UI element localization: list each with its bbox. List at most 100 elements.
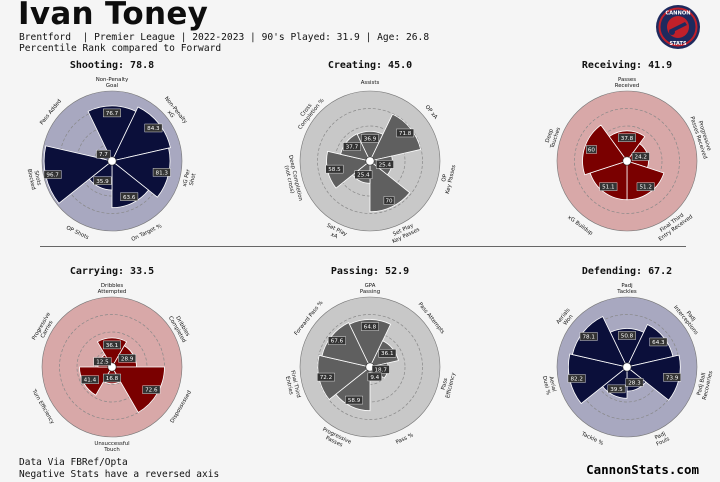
value-label: 35.9 <box>96 179 109 185</box>
chart-title: Carrying: 33.5 <box>70 265 154 277</box>
category-label-line: Padj <box>621 283 632 289</box>
category-label: OP Shots <box>65 225 90 241</box>
category-label-line: Dribbles <box>101 283 124 289</box>
cannonstats-logo: CANNON STATS <box>656 5 700 49</box>
radar-chart-1: Shooting: 78.8 76.7 84.3 81.3 63.6 35.9 96.7 7.… <box>26 59 198 243</box>
bar-wedge <box>626 354 681 401</box>
value-label: 72.2 <box>320 375 332 381</box>
category-label-line: Padj <box>654 431 667 441</box>
center-dot <box>622 362 632 372</box>
value-label: 37.7 <box>346 145 359 151</box>
value-label: 36.1 <box>381 351 394 357</box>
value-badge <box>43 170 62 179</box>
value-badge <box>120 192 139 201</box>
value-badge <box>152 168 171 177</box>
value-badge <box>317 372 335 382</box>
chart-title: Defending: 67.2 <box>582 265 672 277</box>
value-badge <box>93 357 112 366</box>
value-badge <box>618 331 636 340</box>
value-label: 24.2 <box>635 155 647 161</box>
grid-ring <box>317 108 423 214</box>
value-label: 37.8 <box>621 136 634 142</box>
value-label: 96.7 <box>46 173 59 179</box>
value-label: 36.9 <box>364 136 377 142</box>
value-label: 67.6 <box>331 339 344 345</box>
category-label-line: Duel % <box>541 375 551 395</box>
category-label-line: Unsuccessful <box>94 441 129 447</box>
value-label: 60 <box>588 147 596 153</box>
bar-wedge <box>348 319 392 368</box>
category-label-line: Assists <box>361 80 380 86</box>
radar-chart-5: Passing: 52.9 64.8 36.1 18.7 9.4 58.9 72.2 67.6… <box>284 265 457 449</box>
category-label-line: Tackle % <box>580 431 605 447</box>
value-label: 51.2 <box>639 185 651 191</box>
value-label: 7.7 <box>99 152 108 158</box>
category-label: OP xA <box>424 104 439 121</box>
grid-ring <box>591 125 663 197</box>
value-badge <box>636 182 655 191</box>
category-label-line: Shot <box>189 173 198 186</box>
value-badge <box>144 123 163 133</box>
value-badge <box>103 373 121 383</box>
value-label: 28.9 <box>121 356 134 362</box>
value-badge <box>103 340 121 350</box>
category-label-line: Pass % <box>395 432 415 446</box>
reversed-axis-note: Negative Stats have a reversed axis <box>19 469 220 480</box>
center-dot <box>365 156 375 166</box>
value-label: 51.1 <box>602 185 615 191</box>
radar-chart-6: Defending: 67.2 50.8 64.3 73.9 28.3 39.5 82.2 7… <box>541 265 715 448</box>
data-source: Data Via FBRef/Opta <box>19 457 128 468</box>
category-label-line: Touch <box>103 447 119 453</box>
category-label-line: Padj Ball <box>696 372 707 396</box>
category-label-line: Entries <box>284 376 294 396</box>
value-badge <box>142 385 161 394</box>
value-badge <box>378 349 397 358</box>
category-label-line: OP xA <box>424 104 439 121</box>
grid-ring <box>317 314 423 420</box>
radar-chart-3: Receiving: 41.9 37.8 24.2 51.2 51.1 60 PassesR… <box>545 59 712 243</box>
category-label-line: Efficiency <box>445 371 457 398</box>
value-label: 39.5 <box>610 387 623 393</box>
chart-title: Shooting: 78.8 <box>70 59 154 71</box>
value-badge <box>631 152 650 161</box>
value-badge <box>103 108 121 118</box>
value-label: 84.3 <box>147 126 160 132</box>
grid-ring <box>574 108 680 214</box>
category-label-line: Attempted <box>98 289 127 295</box>
category-label-line: xA <box>329 232 338 241</box>
category-label-line: xG Per <box>182 168 192 187</box>
player-info: Brentford | Premier League | 2022-2023 |… <box>19 32 430 43</box>
value-badge <box>599 182 618 191</box>
category-label-line: GPA <box>365 283 376 289</box>
value-label: 12.5 <box>96 360 109 366</box>
bar-wedge <box>568 353 628 405</box>
bar-wedge <box>317 354 371 401</box>
grid-ring <box>334 331 406 403</box>
category-label-line: Deep <box>545 128 555 144</box>
value-badge <box>567 374 586 383</box>
category-label-line: xG <box>166 110 175 120</box>
value-label: 28.3 <box>628 380 641 386</box>
value-badge <box>345 395 363 405</box>
value-label: 36.1 <box>106 343 119 349</box>
category-label-line: OP <box>441 173 449 182</box>
value-badge <box>663 373 682 382</box>
chart-title: Passing: 52.9 <box>331 265 409 277</box>
bar-wedge <box>111 147 171 198</box>
value-badge <box>96 149 111 159</box>
value-label: 63.6 <box>123 195 136 201</box>
chart-title: Creating: 45.0 <box>328 59 412 71</box>
category-label-line: Passing <box>360 289 380 295</box>
bar-wedge <box>321 322 371 368</box>
value-badge <box>367 372 382 382</box>
value-label: 9.4 <box>370 375 379 381</box>
radar-chart-4: Carrying: 33.5 36.1 28.9 72.6 16.8 41.4 12.5 Dr… <box>30 265 193 453</box>
